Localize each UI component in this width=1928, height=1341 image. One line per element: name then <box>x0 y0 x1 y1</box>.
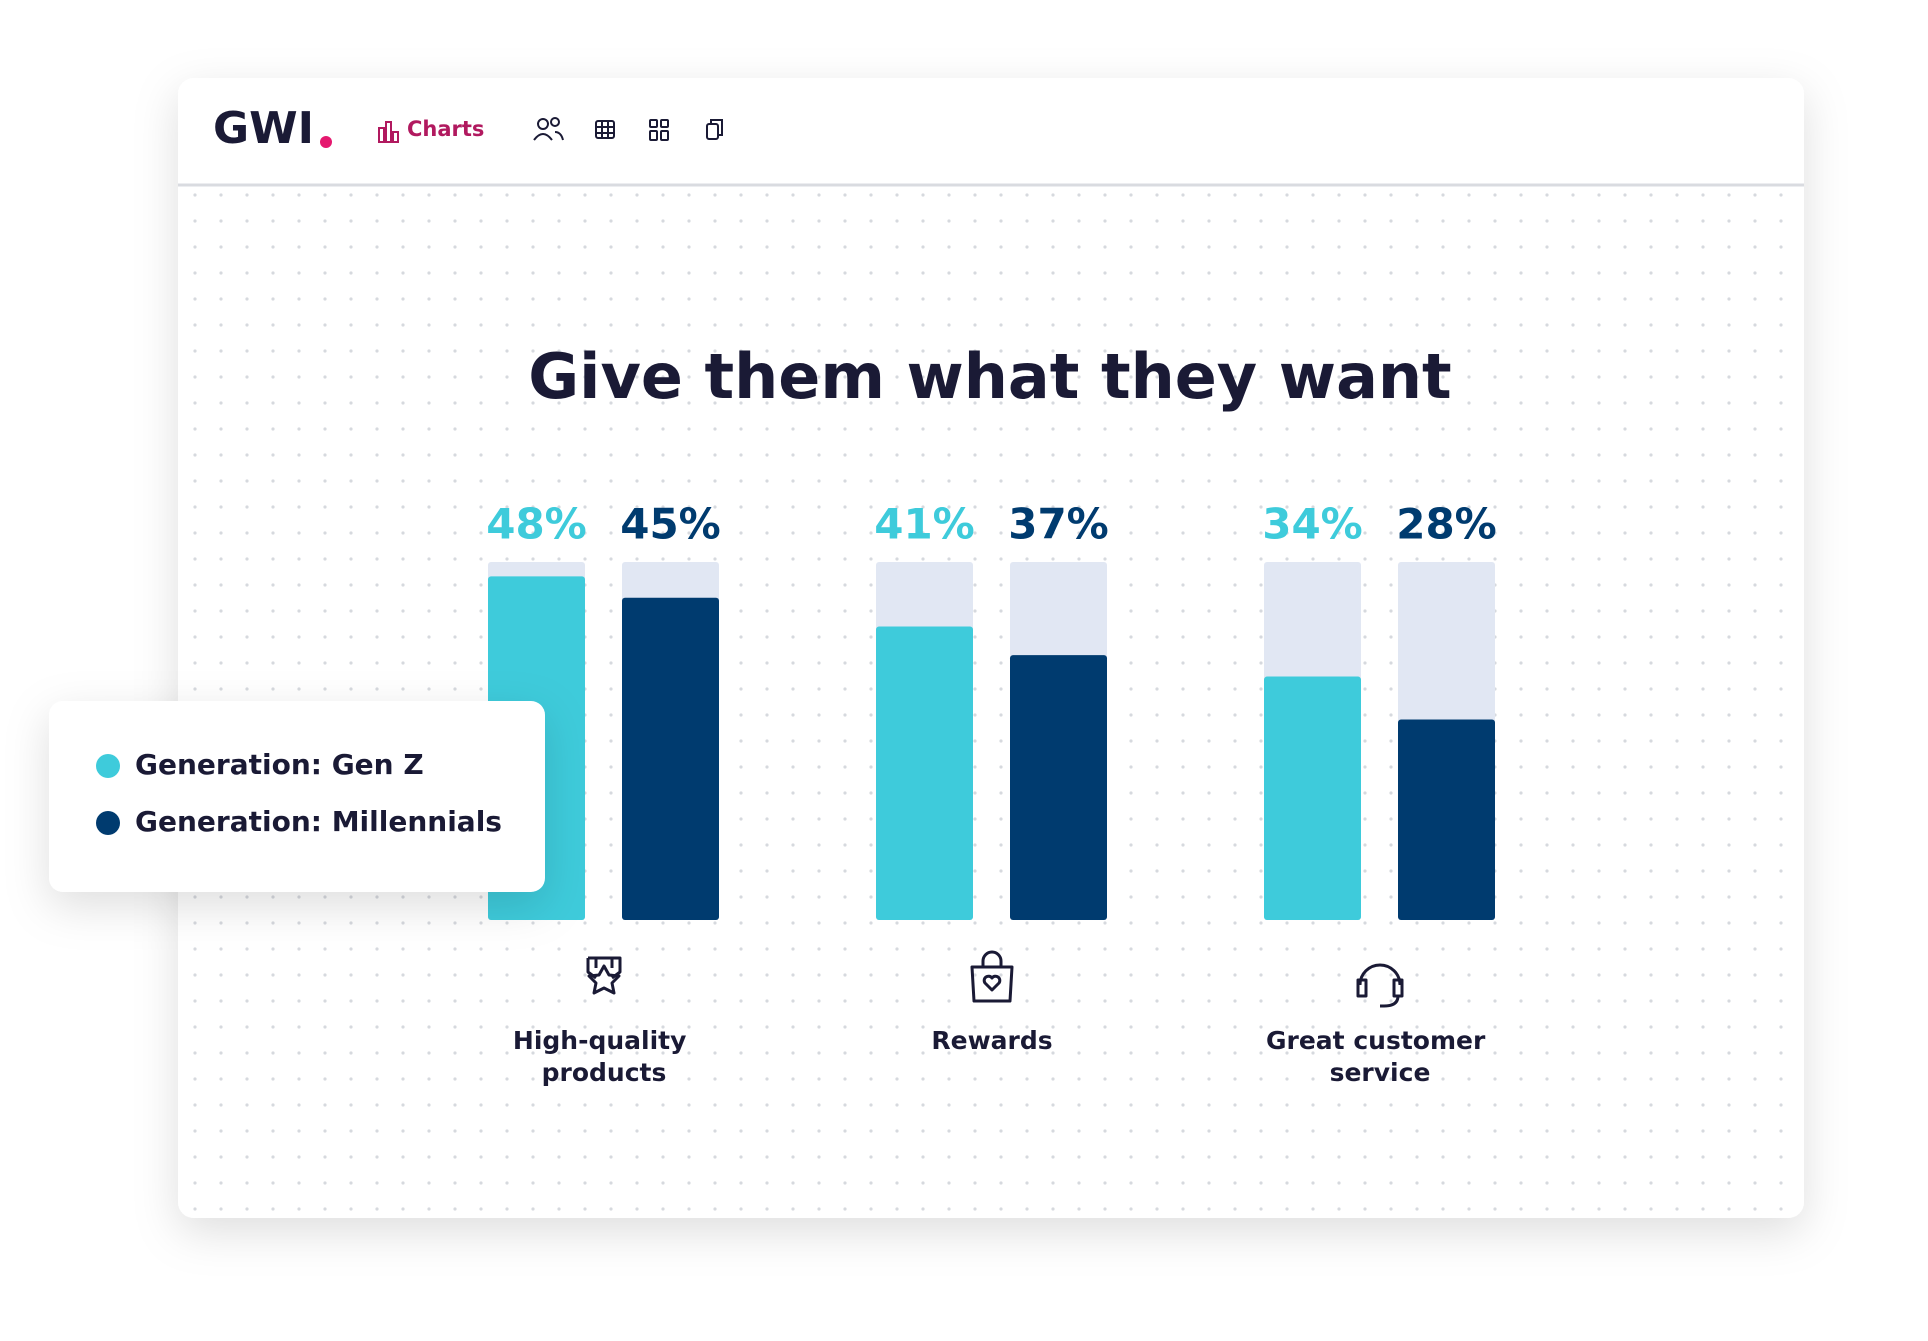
chart-title: Give them what they want <box>528 340 1451 413</box>
value-label: 28% <box>1396 500 1497 549</box>
quality-icon <box>586 956 622 995</box>
logo[interactable]: GWI <box>213 103 314 154</box>
service-icon <box>1356 963 1404 1008</box>
bar <box>1010 655 1107 920</box>
category-label: Great customer service <box>1266 1026 1494 1087</box>
tables-icon[interactable] <box>595 120 615 139</box>
logo-dot <box>320 136 332 148</box>
active-tab-label[interactable]: Charts <box>407 117 484 141</box>
legend-label: Generation: Gen Z <box>135 748 424 781</box>
legend-swatch <box>96 754 120 778</box>
audiences-icon[interactable] <box>533 117 564 141</box>
dashboards-icon[interactable] <box>649 119 669 141</box>
bar <box>622 597 719 920</box>
charts-tab[interactable]: Charts <box>378 117 484 143</box>
legend-box <box>49 701 545 892</box>
category-label: High-quality products <box>513 1026 695 1087</box>
charts-icon <box>378 121 399 143</box>
value-label: 45% <box>620 500 721 549</box>
value-label: 34% <box>1262 500 1363 549</box>
reports-icon[interactable] <box>706 119 723 140</box>
value-label: 48% <box>486 500 587 549</box>
legend: Generation: Gen Z Generation: Millennials <box>49 701 545 892</box>
legend-swatch <box>96 811 120 835</box>
bar <box>1398 719 1495 920</box>
bar <box>876 626 973 920</box>
value-label: 41% <box>874 500 975 549</box>
category-label: Rewards <box>931 1026 1052 1055</box>
legend-label: Generation: Millennials <box>135 805 502 838</box>
rewards-icon <box>970 950 1014 1003</box>
value-label: 37% <box>1008 500 1109 549</box>
bar <box>1264 676 1361 920</box>
